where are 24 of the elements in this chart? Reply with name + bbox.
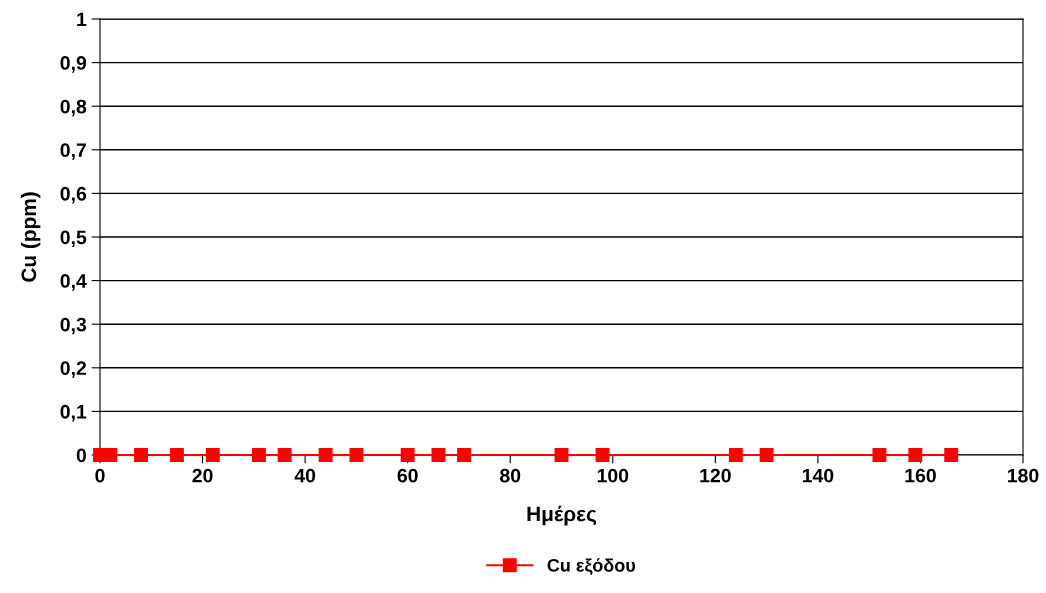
y-tick-label: 0,5 (60, 230, 87, 248)
x-tick-label: 160 (905, 468, 936, 483)
y-tick-label: 0,6 (60, 186, 87, 204)
x-tick-label: 100 (597, 468, 629, 483)
y-tick-label: 1 (77, 12, 87, 27)
y-tick-label: 0,3 (60, 317, 87, 335)
y-tick-label: 0,4 (60, 274, 87, 291)
y-tick-label: 0,1 (60, 404, 87, 422)
x-tick-label: 20 (192, 468, 213, 483)
y-tick-label: 0,9 (60, 56, 87, 73)
y-tick-label: 0,2 (60, 361, 87, 378)
x-tick-label: 140 (802, 468, 834, 483)
y-axis-title: Cu (ppm) (20, 192, 41, 282)
x-tick-label: 0 (95, 468, 105, 483)
x-tick-label: 80 (500, 468, 521, 483)
legend-label: Cu εξόδου (547, 558, 636, 576)
y-tick-label: 0 (76, 448, 87, 463)
x-axis-title: Ημέρες (527, 505, 597, 526)
x-tick-label: 120 (700, 468, 731, 483)
y-tick-label: 0,7 (60, 143, 86, 160)
x-tick-label: 180 (1008, 468, 1039, 483)
y-tick-label: 0,8 (60, 99, 87, 117)
x-tick-label: 40 (294, 468, 316, 483)
x-tick-label: 60 (397, 468, 418, 483)
